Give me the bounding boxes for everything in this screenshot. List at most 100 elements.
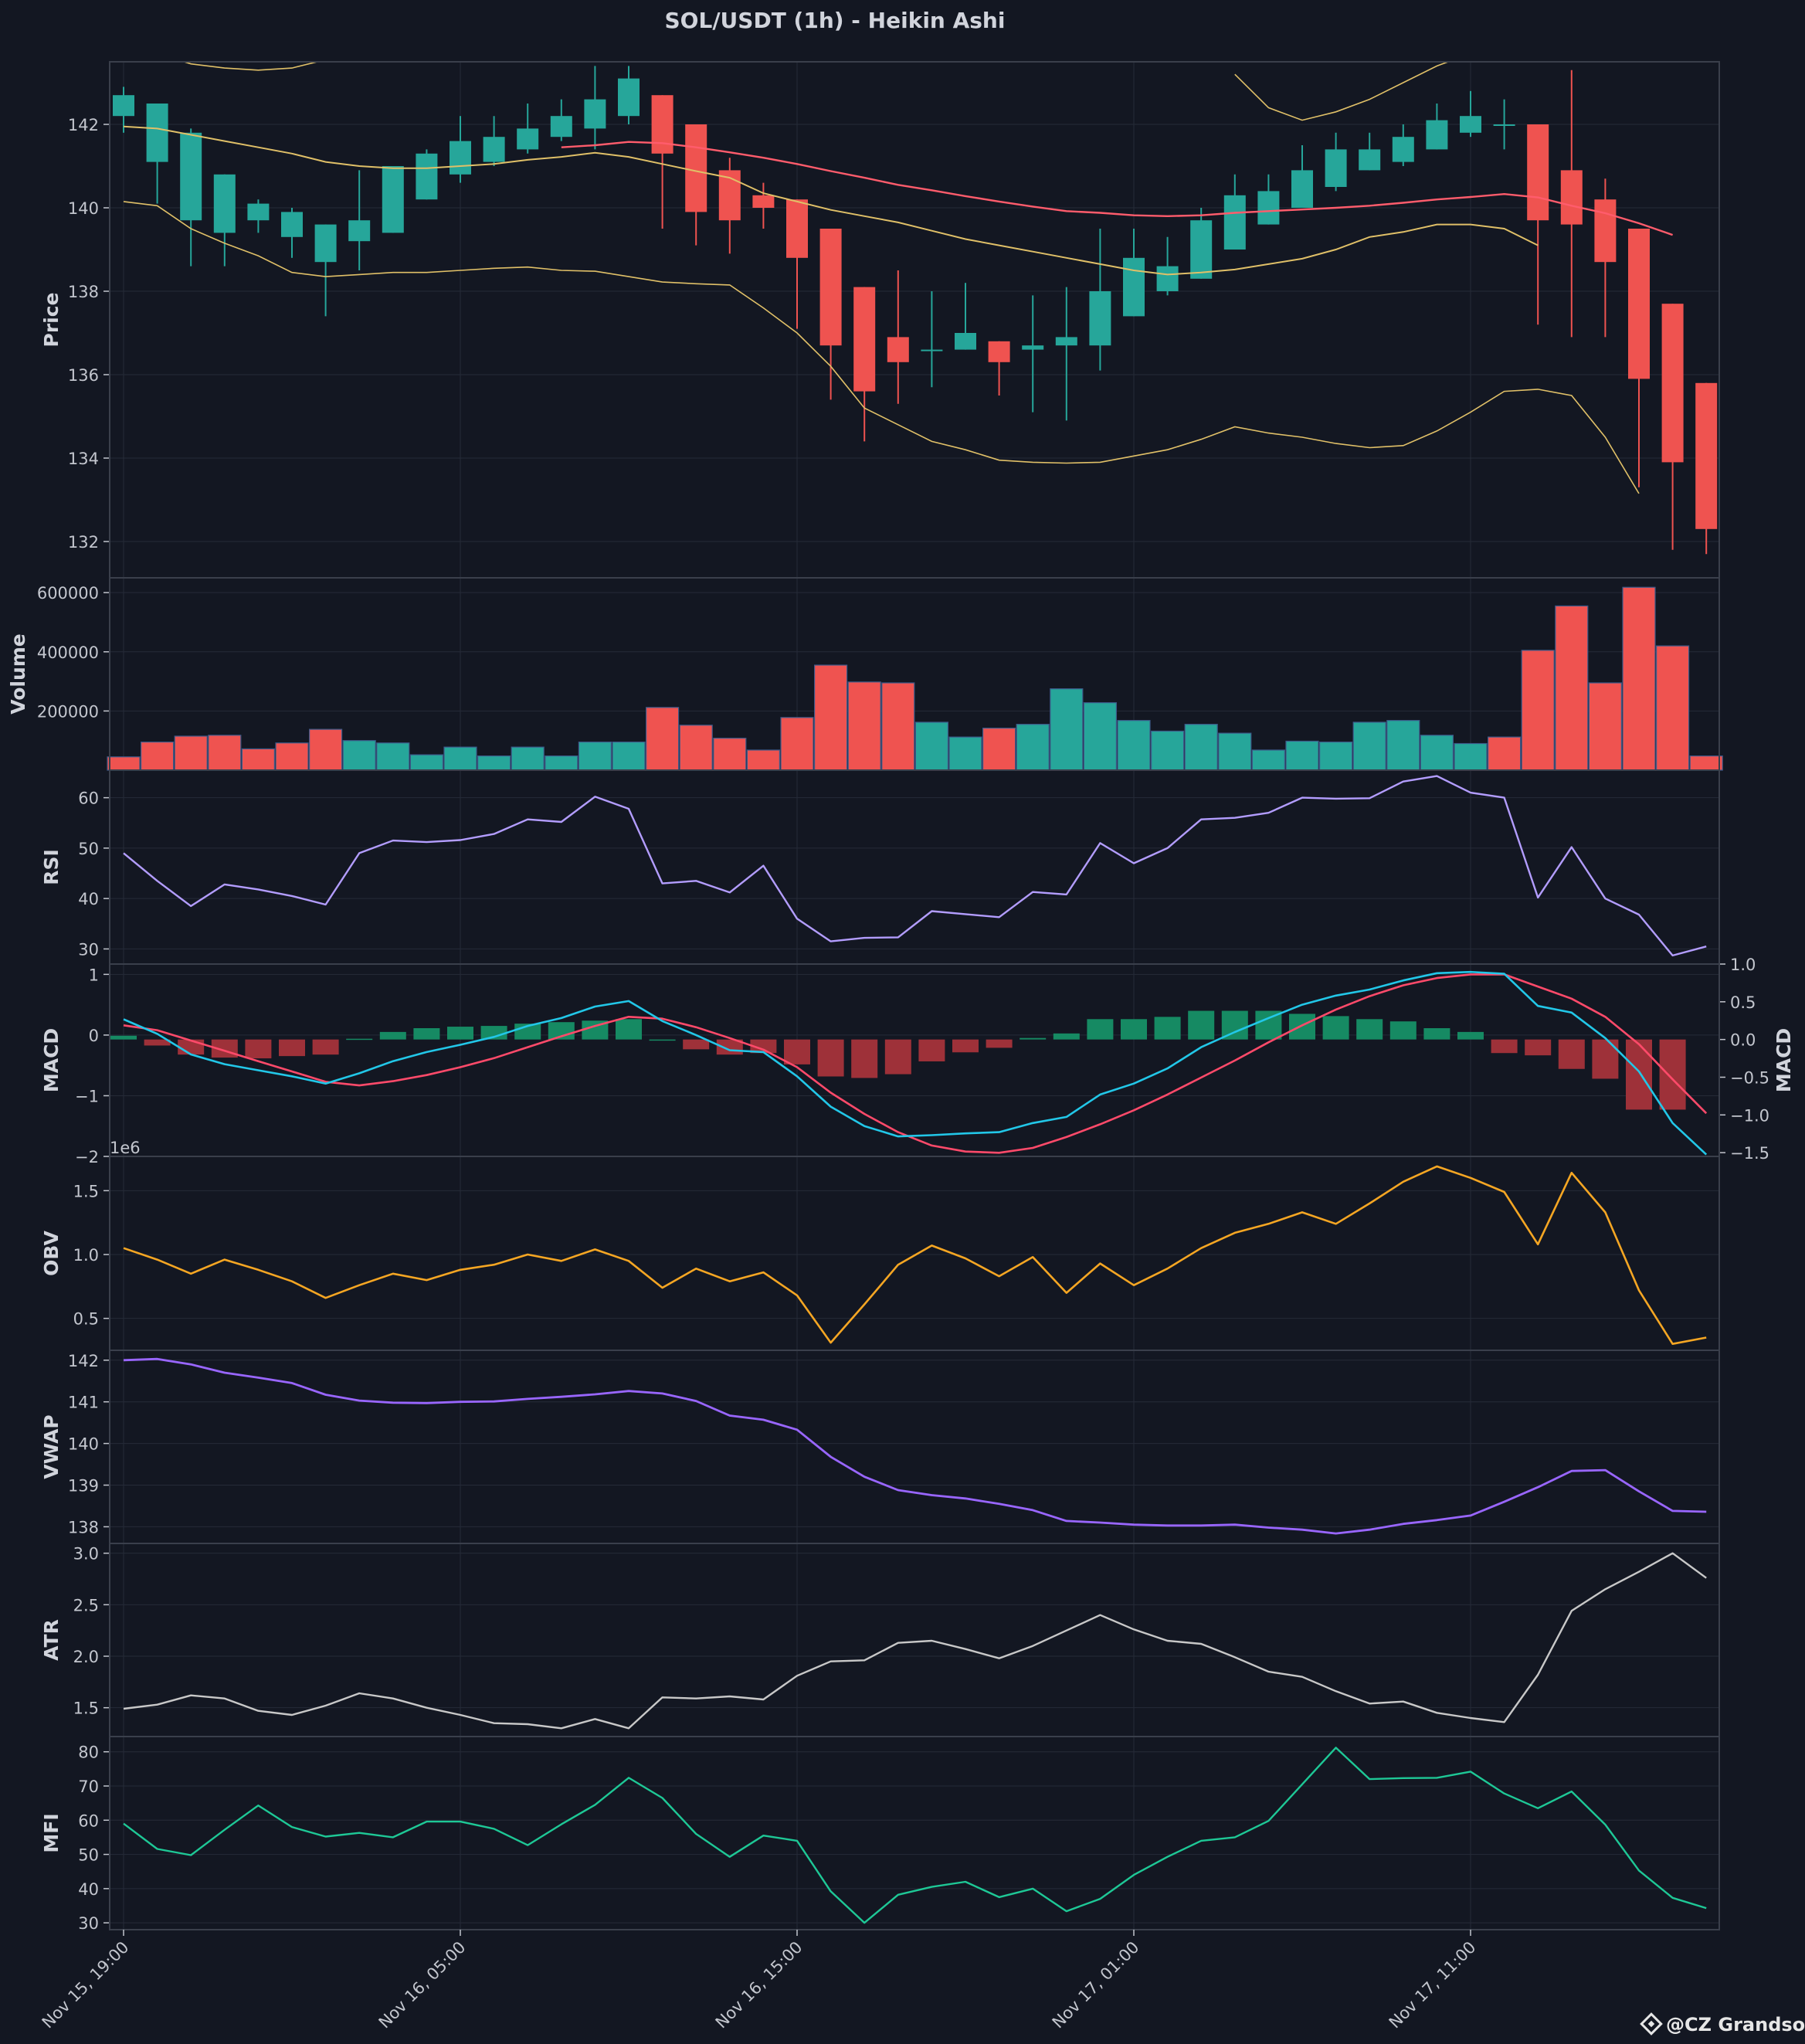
- candle-body: [1560, 170, 1583, 225]
- macd-histogram-bar: [1154, 1017, 1181, 1040]
- price-tick-label: 142: [68, 116, 99, 134]
- macd-histogram-bar: [1322, 1016, 1349, 1040]
- macd-histogram-bar: [1188, 1010, 1215, 1040]
- volume-bar: [342, 740, 376, 771]
- macd-histogram-bar: [1389, 1021, 1417, 1040]
- candle-body: [382, 166, 404, 233]
- panel-price: 132 134 136 138 140 142 Price: [40, 61, 1720, 579]
- macd-line: [123, 970, 1708, 1156]
- macd-histogram-bar: [1525, 1039, 1552, 1056]
- volume-bar: [578, 742, 612, 771]
- volume-bar: [545, 755, 578, 771]
- panel-mfi: 30 40 50 60 70 80 MFI: [40, 1736, 1720, 1933]
- mfi-tick-label: 30: [78, 1914, 99, 1933]
- volume-bar: [1622, 586, 1656, 771]
- mfi-ylabel: MFI: [40, 1813, 63, 1852]
- macd-histogram-bar: [1592, 1039, 1619, 1079]
- candle-body: [1426, 120, 1448, 150]
- price-tick-label: 140: [68, 199, 99, 218]
- candle-body: [1594, 199, 1617, 263]
- volume-bar: [1083, 702, 1118, 771]
- moving-average-line: [561, 141, 1673, 236]
- volume-bar: [1386, 720, 1420, 771]
- price-tick-label: 138: [68, 283, 99, 301]
- volume-bar: [746, 749, 781, 771]
- rsi-plot-area: [110, 770, 1719, 964]
- candle-body: [1628, 229, 1650, 379]
- candle-body: [1190, 220, 1213, 279]
- mfi-line: [123, 1747, 1707, 1924]
- volume-tick-label: 400000: [37, 643, 99, 662]
- macd-histogram-bar: [144, 1039, 171, 1046]
- watermark-text: @CZ Grandson: [1666, 2014, 1805, 2036]
- mfi-tick-label: 60: [78, 1811, 99, 1830]
- macd-histogram-bar: [1491, 1039, 1518, 1054]
- obv-ylabel: OBV: [40, 1231, 63, 1276]
- candle-body: [1055, 337, 1077, 346]
- macd-right-ylabel: MACD: [1773, 1028, 1795, 1092]
- macd-histogram-bar: [245, 1039, 272, 1059]
- price-plot-area: [110, 62, 1719, 578]
- vwap-line: [123, 1357, 1707, 1535]
- volume-bar: [511, 746, 545, 771]
- volume-bar: [376, 742, 410, 771]
- macd-right-tick-label: −1.0: [1730, 1106, 1769, 1125]
- macd-histogram-bar: [447, 1027, 473, 1040]
- macd-histogram-bar: [884, 1039, 911, 1075]
- candle-body: [1223, 195, 1246, 250]
- macd-histogram-bar: [1289, 1014, 1315, 1040]
- rsi-tick-label: 60: [78, 789, 99, 808]
- obv-plot-area: [110, 1156, 1719, 1350]
- panel-atr: 1.5 2.0 2.5 3.0 ATR: [40, 1543, 1720, 1737]
- candle-body: [1493, 124, 1515, 126]
- volume-bar: [1420, 735, 1454, 771]
- macd-tick-label: 1: [89, 966, 99, 984]
- panel-vwap: 138 139 140 141 142 VWAP: [40, 1350, 1720, 1544]
- volume-bar: [1352, 722, 1386, 771]
- panel-obv: 0.5 1.0 1.5 OBV 1e6: [40, 1139, 1720, 1351]
- price-tick-label: 134: [68, 450, 99, 468]
- bollinger-upper-line-late: [1234, 62, 1450, 121]
- volume-bar: [1487, 736, 1522, 771]
- candle-body: [887, 337, 909, 362]
- volume-bar: [477, 755, 511, 771]
- candle-body: [685, 124, 707, 212]
- volume-bar: [1555, 605, 1589, 771]
- macd-right-tick-label: 1.0: [1730, 956, 1756, 974]
- macd-histogram-bar: [413, 1028, 440, 1040]
- obv-tick-label: 1.5: [73, 1182, 99, 1200]
- candle-body: [113, 95, 134, 117]
- volume-bar: [275, 742, 309, 771]
- candle-body: [1089, 291, 1111, 346]
- volume-bar: [1521, 650, 1555, 771]
- macd-histogram-bar: [1558, 1039, 1585, 1069]
- candle-body: [348, 220, 371, 242]
- rsi-tick-label: 40: [78, 890, 99, 908]
- macd-histogram-bar: [817, 1039, 844, 1077]
- volume-bar: [982, 728, 1016, 771]
- atr-ylabel: ATR: [40, 1619, 63, 1661]
- macd-tick-label: −1: [75, 1087, 99, 1105]
- atr-tick-label: 2.5: [73, 1596, 99, 1614]
- candle-body: [1695, 382, 1718, 529]
- macd-histogram-bar: [986, 1039, 1013, 1048]
- volume-bar: [1050, 688, 1084, 771]
- volume-bar: [1016, 724, 1050, 771]
- volume-bar: [443, 746, 477, 771]
- rsi-ylabel: RSI: [40, 849, 63, 885]
- candle-body: [1291, 170, 1313, 208]
- volume-bar: [1318, 742, 1353, 771]
- volume-bar: [914, 722, 949, 771]
- macd-histogram-bar: [178, 1039, 205, 1055]
- candle-body: [955, 333, 976, 350]
- candle-body: [1359, 149, 1381, 171]
- macd-histogram-bar: [1356, 1019, 1383, 1040]
- volume-bar: [612, 742, 646, 771]
- volume-bar: [107, 756, 141, 771]
- volume-tick-label: 600000: [37, 584, 99, 603]
- candle-body: [1325, 149, 1347, 187]
- vwap-tick-label: 138: [68, 1518, 99, 1536]
- candle-body: [146, 104, 168, 162]
- atr-tick-label: 2.0: [73, 1648, 99, 1666]
